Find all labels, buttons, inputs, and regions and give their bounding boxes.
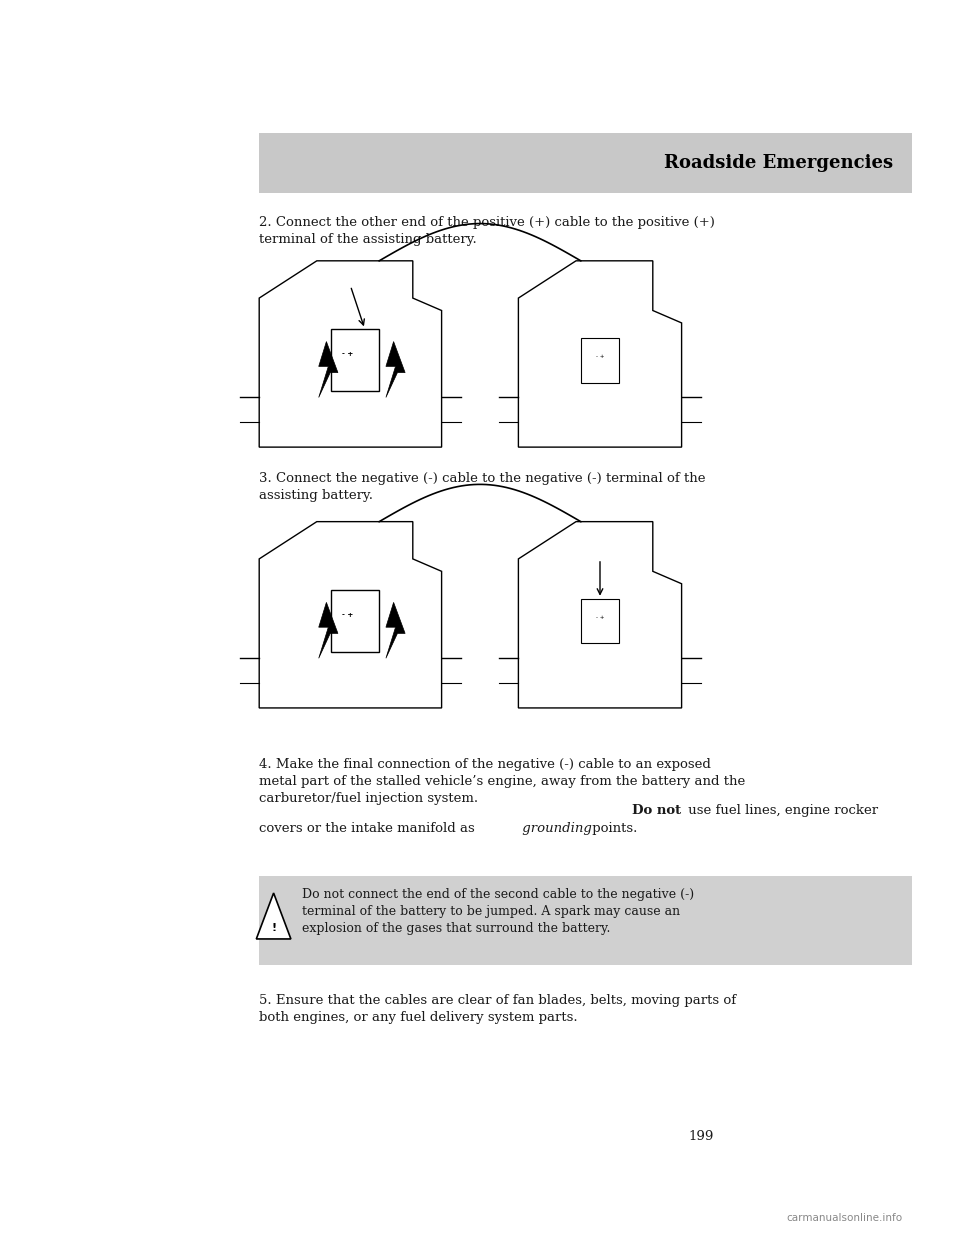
Text: covers or the intake manifold as: covers or the intake manifold as [259,822,475,835]
Text: - +: - + [342,612,353,617]
Text: 4. Make the final connection of the negative (-) cable to an exposed
metal part : 4. Make the final connection of the nega… [259,758,746,805]
Text: grounding: grounding [518,822,592,835]
Text: - +: - + [596,354,604,359]
Polygon shape [386,342,405,397]
Text: - +: - + [342,351,353,356]
Text: Roadside Emergencies: Roadside Emergencies [663,154,893,171]
Text: !: ! [271,923,276,933]
Polygon shape [319,342,338,397]
Bar [331,590,379,652]
Polygon shape [256,893,291,939]
Text: Do not connect the end of the second cable to the negative (-)
terminal of the b: Do not connect the end of the second cab… [302,888,694,935]
FancyBboxPatch shape [259,133,912,193]
Polygon shape [386,602,405,658]
Text: 3. Connect the negative (-) cable to the negative (-) terminal of the
assisting : 3. Connect the negative (-) cable to the… [259,472,706,502]
Bar [331,329,379,391]
Text: 199: 199 [688,1130,713,1143]
Text: 2. Connect the other end of the positive (+) cable to the positive (+)
terminal : 2. Connect the other end of the positive… [259,216,715,246]
Polygon shape [319,602,338,658]
Text: - +: - + [596,615,604,620]
Text: carmanualsonline.info: carmanualsonline.info [787,1213,902,1223]
Text: 5. Ensure that the cables are clear of fan blades, belts, moving parts of
both e: 5. Ensure that the cables are clear of f… [259,994,736,1023]
Text: use fuel lines, engine rocker: use fuel lines, engine rocker [684,804,878,816]
Text: points.: points. [588,822,637,835]
Bar [581,338,619,383]
Bar [581,599,619,643]
Text: Do not: Do not [632,804,681,816]
FancyBboxPatch shape [259,876,912,965]
